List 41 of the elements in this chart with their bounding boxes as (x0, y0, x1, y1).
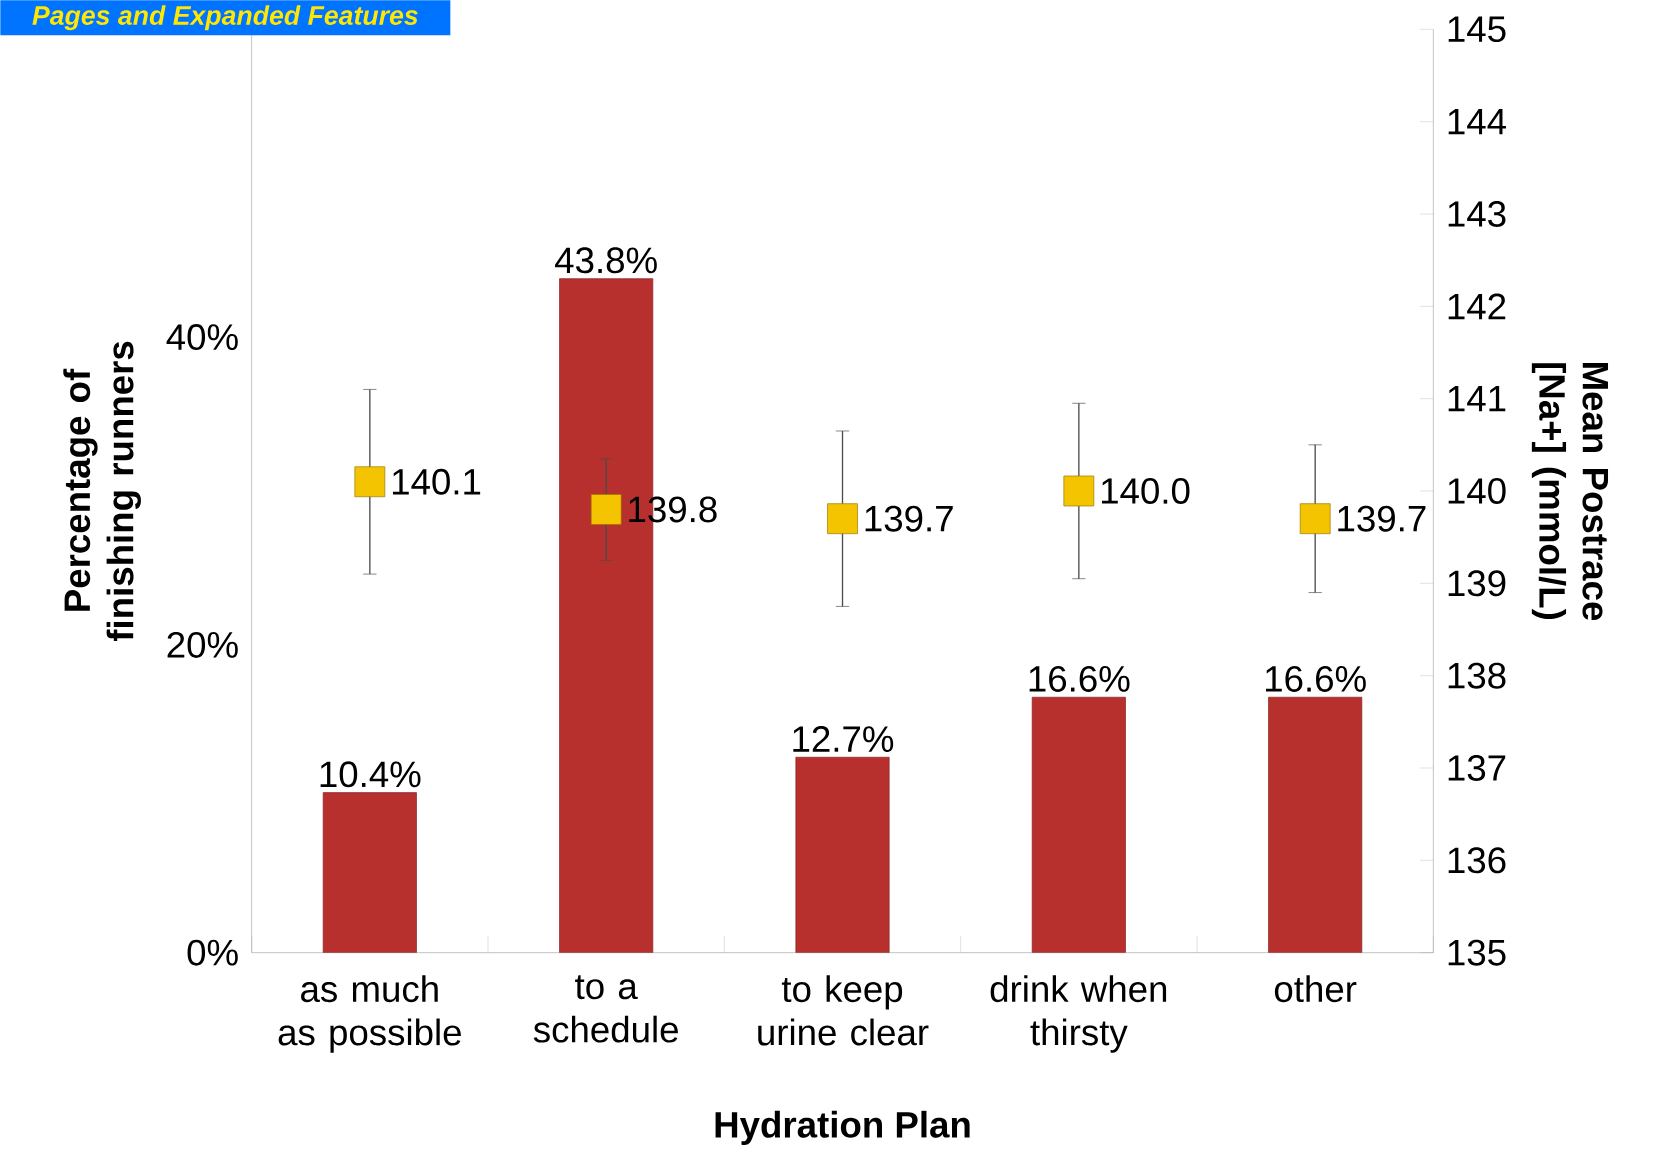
data-label: 140.1 (392, 468, 481, 495)
y-tick-label: 20% (167, 631, 238, 658)
point (354, 466, 386, 498)
bar (1031, 696, 1126, 953)
y2-tick-label: 141 (1448, 386, 1506, 412)
y-tick-label: 0% (187, 939, 238, 966)
point (1299, 503, 1331, 535)
x-tick-label: as much as possible (278, 975, 461, 1053)
data-label: 16.6% (1265, 665, 1366, 692)
data-label: 16.6% (1029, 665, 1130, 692)
y2-tick-label: 139 (1448, 570, 1506, 597)
y-axis-title: Percentage of finishing runners (63, 341, 141, 642)
bar (1268, 696, 1363, 953)
x-tick-label: drink when thirsty (990, 975, 1167, 1053)
x-tick-label: to a schedule (533, 975, 678, 1043)
bar (322, 792, 417, 953)
data-label: 140.0 (1101, 478, 1190, 504)
point (827, 503, 858, 535)
x-tick-label: other (1274, 975, 1357, 1003)
data-label: 43.8% (555, 247, 657, 274)
point (590, 494, 622, 525)
y2-tick-label: 143 (1448, 201, 1506, 227)
data-label: 139.7 (865, 505, 953, 532)
y2-tick-label: 135 (1448, 939, 1506, 966)
annotation: Pages and Expanded Features (32, 5, 418, 31)
y2-tick-label: 138 (1448, 662, 1506, 689)
y2-tick-label: 137 (1448, 755, 1506, 781)
data-label: 12.7% (793, 726, 894, 752)
bar (795, 756, 890, 953)
x-tick-label: to keep urine clear (758, 975, 929, 1046)
y2-tick-label: 144 (1448, 109, 1506, 135)
y-tick-label: 40% (166, 324, 238, 351)
x-axis-title: Hydration Plan (715, 1110, 970, 1146)
y2-tick-label: 140 (1448, 478, 1506, 504)
data-label: 139.7 (1338, 505, 1426, 532)
data-label: 10.4% (320, 761, 421, 788)
y2-axis-title: Mean Postrace [Na+] (mmol/L) (1531, 363, 1609, 621)
point (1063, 475, 1095, 507)
y2-tick-label: 142 (1448, 293, 1506, 320)
y2-tick-label: 136 (1448, 847, 1506, 874)
y2-tick-label: 145 (1448, 16, 1506, 43)
